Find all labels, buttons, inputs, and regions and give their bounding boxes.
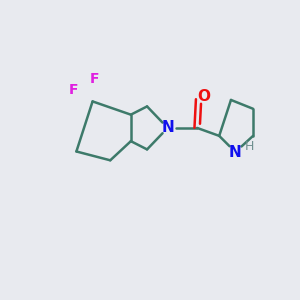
Text: F: F xyxy=(89,72,99,86)
Text: F: F xyxy=(69,82,78,97)
Text: N: N xyxy=(161,120,174,135)
Text: N: N xyxy=(229,145,242,160)
Text: O: O xyxy=(197,89,210,104)
Text: H: H xyxy=(245,140,254,153)
